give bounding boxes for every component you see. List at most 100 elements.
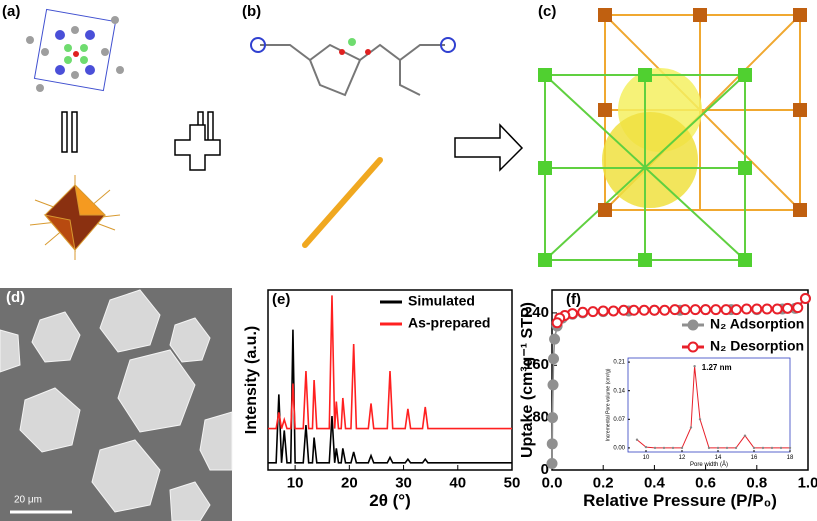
point: [635, 438, 639, 441]
point: [653, 446, 657, 450]
point: [547, 379, 559, 391]
point: [799, 293, 811, 305]
panel-label: (d): [6, 289, 25, 306]
annotation: 1.27 nm: [702, 363, 732, 372]
point: [771, 303, 783, 315]
panel-label: (f): [566, 291, 581, 308]
arrow: [454, 123, 524, 172]
point: [751, 303, 763, 315]
x-tick-label: 16: [751, 455, 758, 461]
x-axis-label: Relative Pressure (P/P₀): [583, 491, 777, 510]
point: [707, 446, 711, 450]
x-tick-label: 18: [787, 455, 794, 461]
x-tick-label: 0.8: [746, 474, 767, 491]
plot-frame: [627, 357, 791, 453]
point: [587, 306, 599, 318]
plot-frame: [267, 289, 513, 471]
x-tick-label: 12: [679, 455, 686, 461]
y-axis-label: Intensity (a.u.): [243, 326, 260, 434]
point: [662, 446, 666, 450]
panel-label: (c): [538, 3, 556, 20]
point: [648, 304, 660, 316]
y-tick-label: 0.07: [613, 417, 625, 423]
legend-label: N₂ Desorption: [710, 338, 804, 354]
x-tick-label: 10: [643, 455, 650, 461]
point: [671, 446, 675, 450]
x-tick-label: 30: [395, 474, 412, 491]
point: [669, 304, 681, 316]
point: [680, 446, 684, 450]
legend-marker: [687, 341, 699, 353]
point: [546, 457, 558, 469]
y-tick-label: 80: [532, 409, 549, 426]
point: [689, 426, 693, 429]
y-tick-label: 0.14: [613, 388, 625, 394]
panel-label: (b): [242, 3, 261, 20]
panel-label: (e): [272, 291, 290, 308]
y-tick-label: 0: [541, 461, 549, 478]
series-line: [268, 295, 512, 430]
point: [551, 317, 563, 329]
legend-marker: [687, 319, 699, 331]
point: [659, 304, 671, 316]
point: [730, 304, 742, 316]
point: [700, 304, 712, 316]
legend-label: N₂ Adsorption: [710, 316, 804, 332]
point: [725, 446, 729, 450]
point: [710, 304, 722, 316]
legend-label: Simulated: [408, 293, 475, 309]
panel-label: (a): [2, 3, 20, 20]
point: [638, 304, 650, 316]
point: [607, 305, 619, 317]
x-axis-label: Pore width (Å): [690, 461, 728, 468]
point: [782, 302, 794, 314]
x-axis-label: 2θ (°): [369, 491, 411, 510]
point: [741, 303, 753, 315]
octahedron: [29, 175, 121, 260]
rod: [302, 157, 383, 248]
ligand-model: [250, 37, 456, 97]
y-tick-label: 160: [524, 356, 549, 373]
x-tick-label: 20: [341, 474, 358, 491]
y-tick-label: 0.21: [613, 360, 625, 366]
cluster-model: [26, 8, 124, 92]
x-tick-label: 10: [287, 474, 304, 491]
point: [618, 304, 630, 316]
y-tick-label: 0.00: [613, 445, 625, 451]
point: [770, 446, 774, 450]
point: [752, 446, 756, 450]
x-tick-label: 14: [715, 455, 722, 461]
point: [644, 445, 648, 449]
plus-sign: [174, 124, 221, 171]
point: [743, 434, 747, 437]
point: [549, 333, 561, 345]
point: [628, 304, 640, 316]
point: [693, 364, 696, 368]
point: [547, 412, 559, 424]
x-tick-label: 0.4: [644, 474, 666, 491]
point: [548, 353, 560, 365]
sem-image: 20 μm: [0, 288, 233, 521]
x-tick-label: 0.0: [542, 474, 563, 491]
point: [698, 418, 702, 421]
point: [720, 304, 732, 316]
point: [761, 303, 773, 315]
point: [577, 306, 589, 318]
x-tick-label: 0.2: [593, 474, 614, 491]
point: [546, 438, 558, 450]
x-tick-label: 50: [504, 474, 521, 491]
y-tick-label: 240: [524, 304, 549, 321]
framework: [538, 8, 807, 267]
point: [761, 446, 765, 450]
point: [734, 446, 738, 450]
x-tick-label: 0.6: [695, 474, 716, 491]
point: [792, 302, 804, 314]
legend-label: As-prepared: [408, 315, 490, 331]
point: [788, 446, 792, 450]
scale-bar-label: 20 μm: [14, 495, 42, 506]
point: [597, 305, 609, 317]
y-axis-label: Incremental Pore volume (cm³/g): [605, 368, 611, 441]
series-line: [268, 329, 512, 464]
point: [679, 304, 691, 316]
